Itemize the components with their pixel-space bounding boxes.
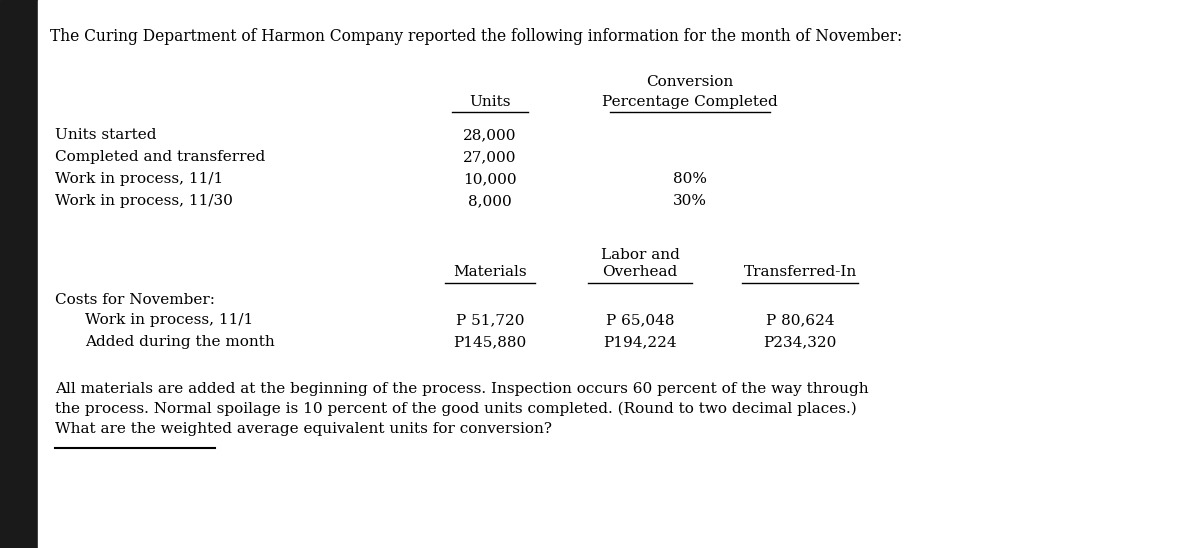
Text: Work in process, 11/1: Work in process, 11/1 [55, 172, 223, 186]
Text: Labor and: Labor and [600, 248, 679, 262]
Text: P145,880: P145,880 [454, 335, 527, 349]
Text: P 80,624: P 80,624 [766, 313, 834, 327]
Text: Added during the month: Added during the month [85, 335, 275, 349]
Text: Work in process, 11/30: Work in process, 11/30 [55, 194, 233, 208]
Text: The Curing Department of Harmon Company reported the following information for t: The Curing Department of Harmon Company … [50, 28, 902, 45]
Text: Materials: Materials [454, 265, 527, 279]
Text: 27,000: 27,000 [463, 150, 517, 164]
Text: Overhead: Overhead [602, 265, 678, 279]
Text: P234,320: P234,320 [763, 335, 836, 349]
Text: 28,000: 28,000 [463, 128, 517, 142]
Text: All materials are added at the beginning of the process. Inspection occurs 60 pe: All materials are added at the beginning… [55, 382, 869, 396]
Text: Units started: Units started [55, 128, 156, 142]
Text: Work in process, 11/1: Work in process, 11/1 [85, 313, 253, 327]
Text: P194,224: P194,224 [604, 335, 677, 349]
Text: 30%: 30% [673, 194, 707, 208]
Text: 8,000: 8,000 [468, 194, 512, 208]
Text: the process. Normal spoilage is 10 percent of the good units completed. (Round t: the process. Normal spoilage is 10 perce… [55, 402, 857, 416]
Text: Transferred-In: Transferred-In [743, 265, 857, 279]
Text: 10,000: 10,000 [463, 172, 517, 186]
Text: Percentage Completed: Percentage Completed [602, 95, 778, 109]
Text: P 51,720: P 51,720 [456, 313, 524, 327]
Text: Costs for November:: Costs for November: [55, 293, 215, 307]
Text: P 65,048: P 65,048 [606, 313, 674, 327]
Text: Units: Units [469, 95, 511, 109]
Bar [0, 0, 38, 548]
Text: Completed and transferred: Completed and transferred [55, 150, 265, 164]
Text: 80%: 80% [673, 172, 707, 186]
Text: What are the weighted average equivalent units for conversion?: What are the weighted average equivalent… [55, 422, 552, 436]
Text: Conversion: Conversion [647, 75, 733, 89]
